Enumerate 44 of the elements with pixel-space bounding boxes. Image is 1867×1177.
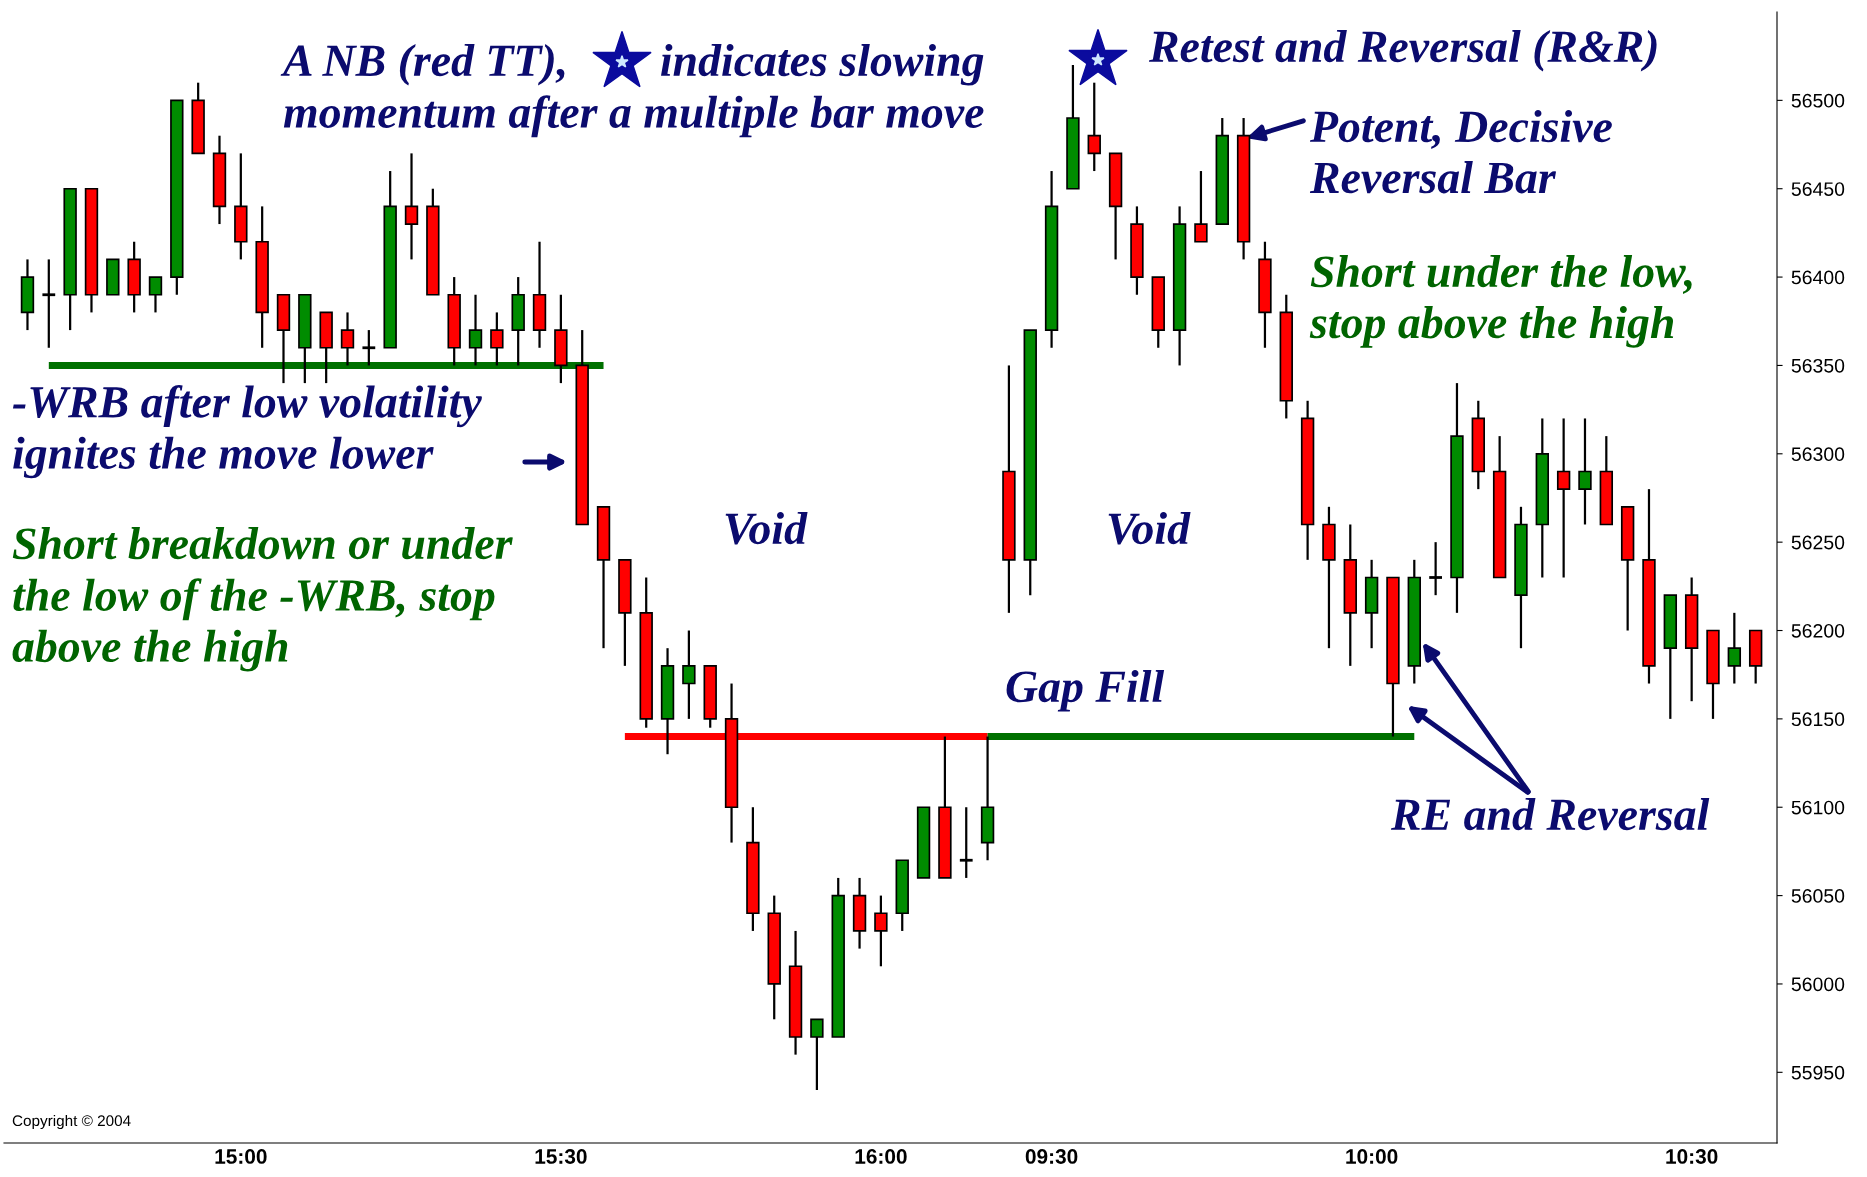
annotation: Void: [1108, 512, 1191, 545]
candlestick: [41, 258, 57, 349]
y-tick-label: 56450: [1791, 182, 1845, 196]
candlestick: [468, 293, 483, 367]
annotation: A NB (red TT), indicates slowing momentum after a multiple bar move: [280, 44, 984, 138]
candlestick: [148, 275, 163, 314]
x-tick-label: 10:30: [1666, 1149, 1718, 1164]
y-tick-label: 56100: [1791, 800, 1845, 815]
annotation: Potent, Decisive Reversal Bar: [1309, 110, 1612, 194]
y-tick-label: 56000: [1791, 977, 1845, 992]
y-tick-label: 55950: [1791, 1065, 1845, 1080]
y-tick-label: 56050: [1791, 889, 1845, 903]
candlestick: [1194, 169, 1208, 243]
annotation: Short breakdown or under the low of the -WRB, stop above the high: [12, 527, 513, 672]
y-tick-label: 56350: [1791, 358, 1845, 373]
annotation: RE and Reversal: [1390, 798, 1710, 831]
y-tick-label: 56150: [1791, 712, 1845, 727]
y-tick-label: 56500: [1791, 93, 1845, 108]
candlestick: [340, 311, 355, 367]
annotation: Gap Fill: [1006, 670, 1165, 712]
candlestick: [874, 894, 888, 968]
annotation: Copyright © 2004: [12, 1114, 131, 1130]
y-tick-label: 56250: [1791, 535, 1845, 550]
candlestick: [1578, 417, 1592, 526]
annotation: Void: [725, 512, 808, 545]
x-tick-label: 15:00: [215, 1149, 267, 1164]
candlestick: [682, 629, 696, 720]
y-tick-label: 56400: [1791, 270, 1845, 285]
candlestick: [404, 152, 419, 261]
annotation: -WRB after low volatility ignites the move lower: [12, 385, 482, 479]
candlestick: [490, 311, 504, 367]
annotation: Retest and Reversal (R&R): [1148, 30, 1657, 72]
candlestick: [361, 328, 377, 367]
x-tick-label: 15:30: [535, 1149, 587, 1164]
annotation: Short under the low, stop above the high: [1309, 255, 1692, 348]
candlestick: [810, 1018, 824, 1092]
y-tick-label: 56200: [1791, 623, 1845, 638]
x-tick-label: 09:30: [1025, 1149, 1078, 1164]
candlestick: [1087, 81, 1101, 173]
candlestick: [1727, 611, 1742, 685]
x-tick-label: 16:00: [855, 1149, 907, 1164]
candlestick: [1556, 417, 1571, 579]
y-tick-label: 56300: [1791, 447, 1845, 462]
x-tick-label: 10:00: [1346, 1149, 1398, 1164]
